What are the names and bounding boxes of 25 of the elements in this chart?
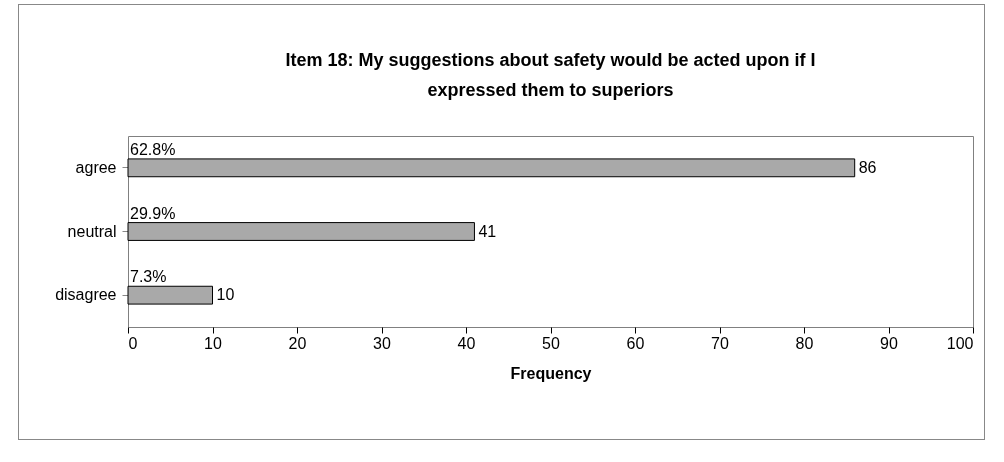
x-tick-label: 100: [946, 334, 974, 352]
bar: [127, 285, 213, 305]
annotation: 62.8%: [130, 140, 176, 158]
y-tick-label: agree: [75, 158, 117, 176]
x-tick-label: 30: [373, 334, 391, 352]
x-tick-label: 60: [626, 334, 645, 352]
x-tick-label: 10: [204, 334, 222, 352]
x-tick-label: 0: [128, 334, 138, 352]
data-label: 41: [478, 222, 497, 240]
x-tick-label: 20: [288, 334, 307, 352]
x-tick-label: 50: [542, 334, 560, 352]
data-label: 10: [216, 286, 235, 304]
x-tick-label: 90: [880, 334, 898, 352]
x-tick-label: 70: [711, 334, 729, 352]
y-tick-label: disagree: [55, 286, 117, 304]
bar: [127, 222, 475, 241]
x-tick-label: 40: [457, 334, 476, 352]
annotation: 7.3%: [130, 268, 167, 286]
x-tick-label: 80: [795, 334, 814, 352]
data-label: 86: [858, 158, 877, 176]
bar: [127, 158, 856, 178]
annotation: 29.9%: [130, 204, 176, 222]
x-axis-title: Frequency: [510, 364, 592, 382]
chart-title: Item 18: My suggestions about safety would be acted upon if I expressed them to superiors: [285, 50, 816, 100]
y-tick-label: neutral: [67, 222, 117, 240]
